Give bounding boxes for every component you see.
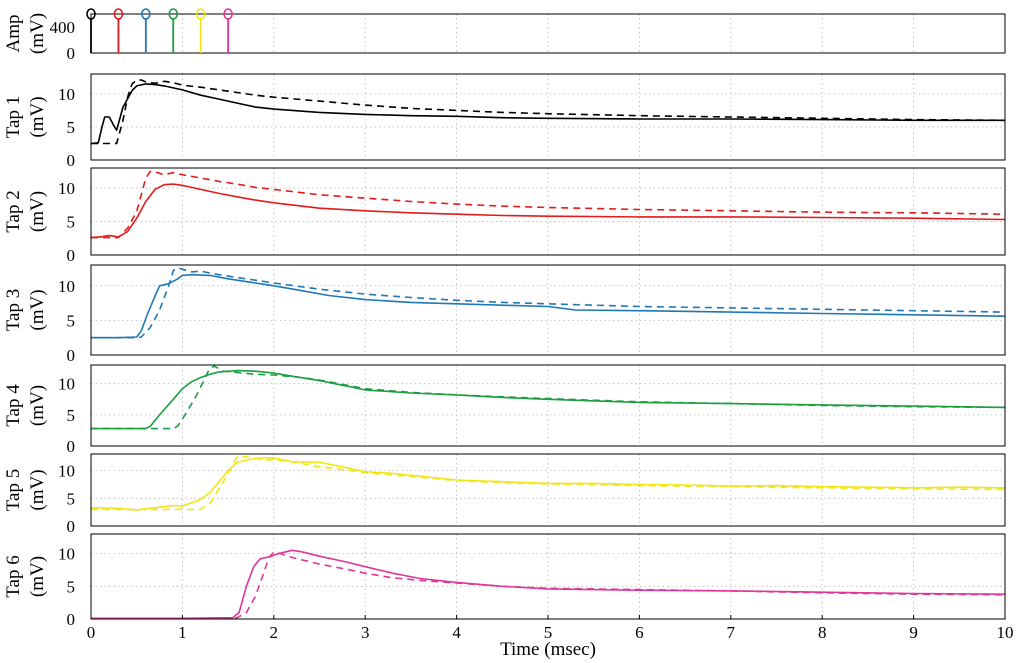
x-tick-label: 5	[544, 623, 553, 642]
tap-panel-6: 0 5 10 Tap 6 (mV)	[3, 533, 1006, 629]
series-line-solid	[91, 369, 1006, 430]
x-tick-label: 4	[452, 623, 461, 642]
y-axis-unit-label: (mV)	[27, 556, 48, 597]
y-axis-unit-label: (mV)	[27, 96, 48, 137]
y-tick-label: 10	[58, 545, 75, 564]
tap-panel-4: 0 5 10 Tap 4 (mV)	[3, 364, 1006, 456]
y-tick-label: 5	[67, 406, 76, 425]
y-axis-label: Tap 4	[3, 384, 24, 427]
y-axis-label: Tap 2	[3, 190, 24, 232]
y-tick-label: 10	[58, 375, 75, 394]
y-tick-label: 0	[67, 151, 76, 170]
y-tick-label: 5	[67, 489, 76, 508]
x-tick-label: 9	[909, 623, 918, 642]
series-line-solid	[90, 183, 1006, 239]
y-tick-label: 0	[67, 610, 76, 629]
y-tick-label: 10	[58, 277, 75, 296]
y-axis-unit-label: (mV)	[27, 289, 48, 330]
tap-panel-5: 0 5 10 Tap 5 (mV)	[3, 453, 1006, 536]
tap-panel-frame	[90, 364, 1006, 447]
amp-y-tick-label: 0	[67, 44, 76, 63]
x-tick-label: 1	[178, 623, 187, 642]
amp-stem-marker	[86, 8, 96, 20]
amp-stem-marker	[195, 8, 206, 20]
amp-stem-marker	[113, 8, 124, 20]
y-axis-unit-label: (mV)	[27, 191, 48, 232]
tap-panel-2: 0 5 10 Tap 2 (mV)	[3, 167, 1006, 265]
y-tick-label: 10	[58, 462, 75, 481]
tap-panel-1: 0 5 10 Tap 1 (mV)	[3, 73, 1006, 170]
series-line-solid	[90, 457, 1006, 511]
series-line-dashed	[91, 365, 1006, 430]
y-axis-label: Amp	[3, 15, 24, 53]
amp-stem-marker	[168, 8, 179, 20]
x-axis-label: Time (msec)	[500, 639, 596, 660]
series-line-dashed	[91, 267, 1006, 339]
y-axis-label: Tap 3	[3, 289, 24, 331]
y-axis-label: Tap 1	[3, 96, 24, 138]
x-tick-label: 2	[270, 623, 279, 642]
y-tick-label: 5	[67, 311, 76, 330]
tap-panel-frame	[90, 264, 1006, 356]
y-tick-label: 10	[58, 85, 75, 104]
y-tick-label: 0	[67, 517, 76, 536]
tap-panel-frame	[90, 73, 1006, 161]
x-tick-label: 8	[818, 623, 827, 642]
x-tick-label: 6	[635, 623, 644, 642]
y-axis-unit-label: (mV)	[27, 469, 48, 510]
y-tick-label: 5	[67, 213, 76, 232]
y-tick-label: 5	[67, 577, 76, 596]
amp-panel: 0 400 Amp (mV)	[3, 8, 1006, 63]
y-tick-label: 5	[67, 118, 76, 137]
x-axis: 0 1 2 3 4 5 6 7 8 9 10 Time (msec)	[87, 615, 1014, 660]
series-line-dashed	[91, 551, 1006, 620]
x-tick-label: 10	[997, 623, 1014, 642]
tap-panel-frame	[90, 167, 1006, 256]
y-axis-label: Tap 5	[3, 469, 24, 511]
amp-stem-marker	[223, 8, 233, 20]
amp-stem-marker	[141, 8, 151, 20]
series-line-solid	[90, 83, 1005, 145]
y-axis-label: Tap 6	[3, 555, 24, 597]
tap-panel-frame	[90, 453, 1006, 527]
y-axis-unit-label: (mV)	[27, 385, 48, 426]
series-line-solid	[91, 549, 1006, 620]
y-tick-label: 10	[58, 179, 75, 198]
series-line-solid	[91, 273, 1006, 339]
tap-panel-3: 0 5 10 Tap 3 (mV)	[3, 264, 1006, 365]
y-tick-label: 0	[67, 246, 76, 265]
y-tick-label: 0	[67, 437, 76, 456]
series-line-dashed	[91, 456, 1006, 511]
amp-y-tick-label: 400	[50, 18, 76, 37]
x-tick-label: 7	[727, 623, 736, 642]
x-tick-label: 3	[361, 623, 370, 642]
y-axis-unit-label: (mV)	[27, 13, 48, 54]
x-tick-label: 0	[87, 623, 96, 642]
y-tick-label: 0	[67, 346, 76, 365]
